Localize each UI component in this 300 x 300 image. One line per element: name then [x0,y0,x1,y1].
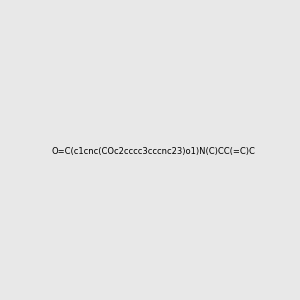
Text: O=C(c1cnc(COc2cccc3cccnc23)o1)N(C)CC(=C)C: O=C(c1cnc(COc2cccc3cccnc23)o1)N(C)CC(=C)… [52,147,256,156]
